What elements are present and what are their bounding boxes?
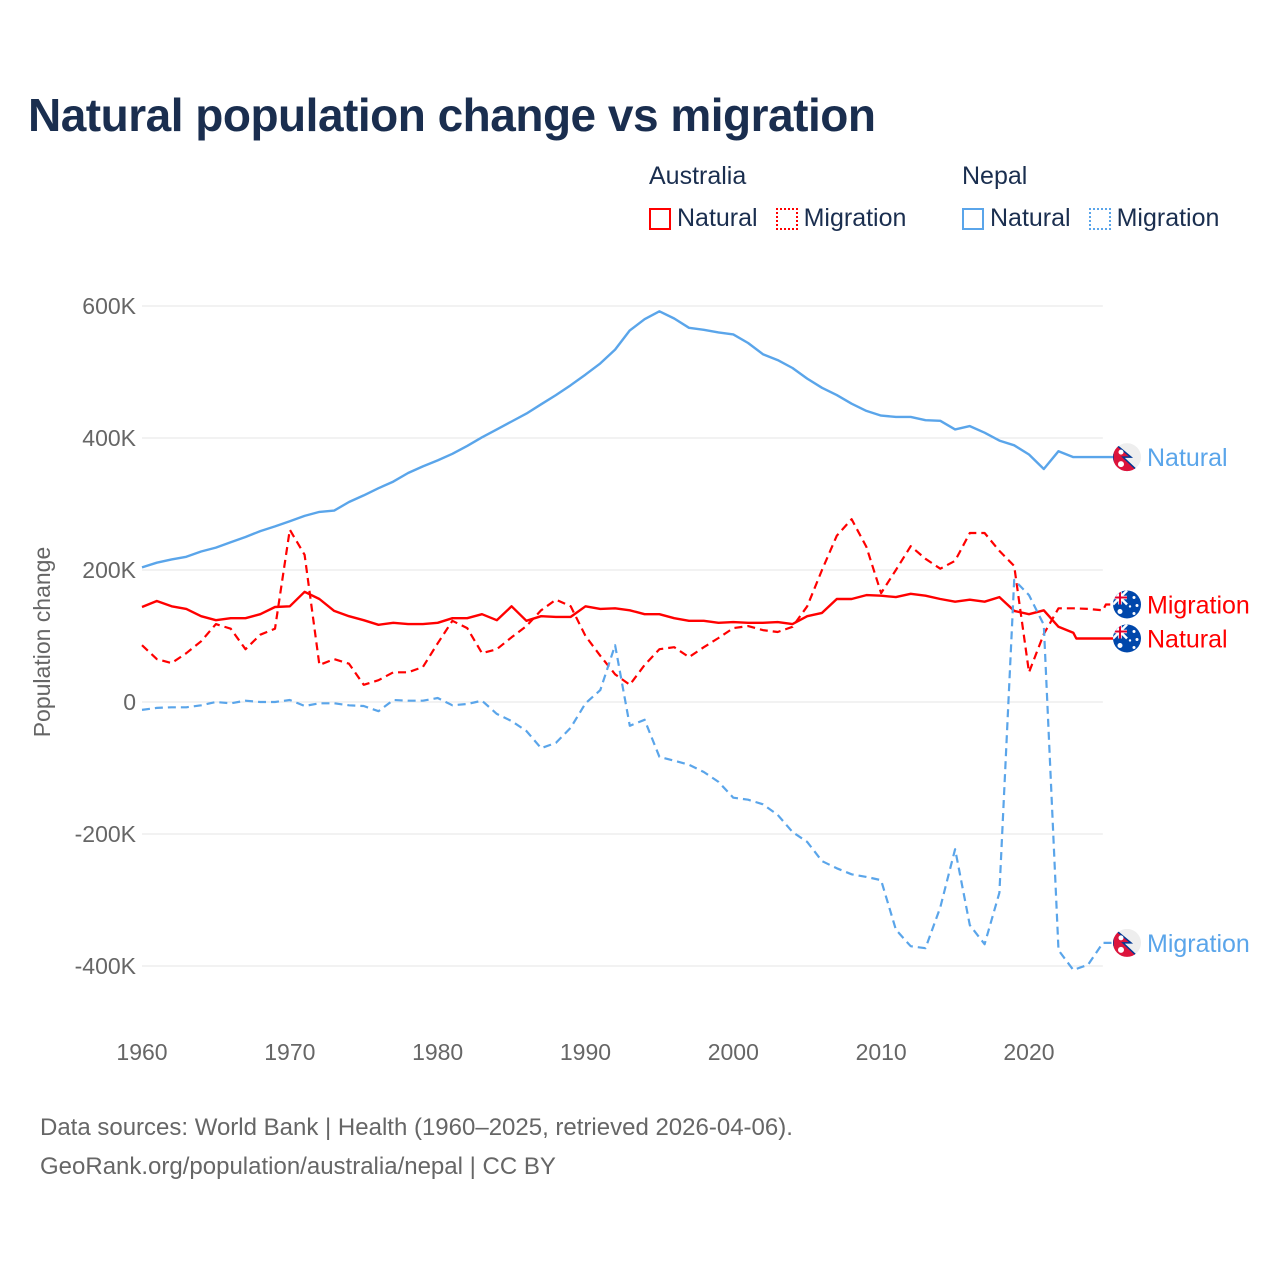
- x-tick-label: 2020: [1003, 1039, 1054, 1065]
- legend-group-australia: Australia: [649, 162, 747, 190]
- series-line-nepal-migration[interactable]: [141, 578, 1113, 972]
- y-tick-label: -200K: [75, 821, 137, 847]
- legend-australia-natural[interactable]: Natural: [649, 204, 758, 233]
- series-line-australia-migration[interactable]: [141, 518, 1113, 686]
- dotted-swatch-icon: [775, 207, 798, 230]
- source-line-1: Data sources: World Bank | Health (1960–…: [40, 1114, 793, 1141]
- x-tick-label: 1960: [116, 1039, 167, 1065]
- source-link[interactable]: GeoRank.org/population/australia/nepal |…: [40, 1153, 556, 1180]
- solid-swatch-icon: [962, 207, 984, 230]
- solid-swatch-icon: [649, 207, 671, 230]
- legend-items-nepal: Natural Migration: [962, 204, 1219, 233]
- chart-title: Natural population change vs migration: [28, 89, 876, 141]
- series-label-nepal-natural: Natural: [1147, 444, 1228, 472]
- legend-label: Natural: [990, 204, 1071, 232]
- y-tick-label: 400K: [82, 425, 136, 451]
- series-line-nepal-natural[interactable]: [141, 310, 1113, 569]
- y-tick-label: 600K: [82, 293, 136, 319]
- series-label-australia-migration: Migration: [1147, 591, 1250, 619]
- series-label-australia-natural: Natural: [1147, 625, 1228, 653]
- series-line-australia-natural[interactable]: [141, 590, 1113, 640]
- x-tick-label: 1980: [412, 1039, 463, 1065]
- legend-nepal-migration[interactable]: Migration: [1088, 204, 1220, 233]
- nepal-flag-icon: [1113, 443, 1141, 472]
- australia-flag-icon: [1113, 624, 1141, 653]
- y-tick-label: 200K: [82, 557, 136, 583]
- x-tick-label: 1990: [560, 1039, 611, 1065]
- y-tick-label: -400K: [75, 953, 137, 979]
- dotted-swatch-icon: [1088, 207, 1111, 230]
- legend-group-nepal: Nepal: [962, 162, 1028, 190]
- australia-flag-icon: [1113, 590, 1141, 619]
- legend-australia-migration[interactable]: Migration: [775, 204, 907, 233]
- x-tick-label: 2010: [856, 1039, 907, 1065]
- legend-label: Migration: [803, 204, 907, 232]
- nepal-flag-icon: [1113, 928, 1141, 957]
- y-tick-label: 0: [123, 689, 136, 715]
- series-label-nepal-migration: Migration: [1147, 930, 1250, 958]
- legend-label: Migration: [1116, 204, 1220, 232]
- legend-items-australia: Natural Migration: [649, 204, 906, 233]
- legend-label: Natural: [677, 204, 758, 232]
- source-note: Data sources: World Bank | Health (1960–…: [40, 1108, 793, 1186]
- x-tick-label: 2000: [708, 1039, 759, 1065]
- legend-nepal-natural[interactable]: Natural: [962, 204, 1071, 233]
- x-tick-label: 1970: [264, 1039, 315, 1065]
- y-axis-label: Population change: [29, 547, 55, 738]
